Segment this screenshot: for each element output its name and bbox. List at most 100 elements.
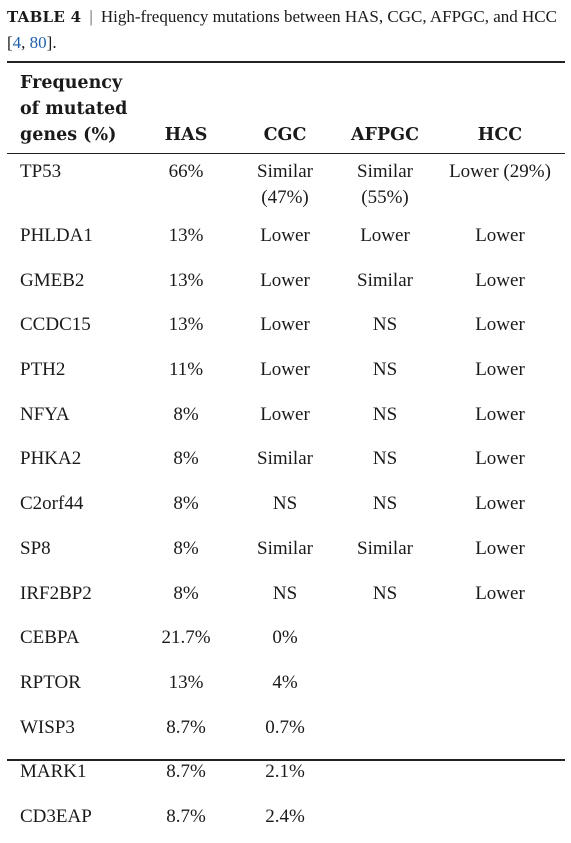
cell-cgc: 4% — [272, 671, 298, 693]
cell-has: 11% — [168, 359, 204, 381]
table-row: C2orf44 8% NS NS Lower — [7, 485, 565, 530]
cell-cgc: 2.4% — [265, 805, 305, 827]
cell-has: 8% — [173, 582, 199, 604]
cell-cgc: Lower — [260, 225, 310, 246]
cell-afpgc — [335, 753, 435, 798]
cell-afpgc: NS — [372, 359, 398, 381]
cell-hcc — [435, 753, 565, 798]
cell-has: 8.7% — [166, 761, 206, 783]
cell-hcc: Lower — [475, 403, 525, 425]
citation-link-80[interactable]: 80 — [29, 33, 47, 52]
cell-cgc: Lower — [260, 314, 310, 336]
table-row: WISP3 8.7% 0.7% — [7, 709, 565, 754]
cell-hcc: Lower — [475, 448, 525, 470]
cell-gene: CD3EAP — [20, 805, 92, 827]
column-header-cgc: CGC — [263, 125, 307, 145]
table-row: PHLDA1 13% Lower Lower Lower — [7, 217, 565, 262]
cell-cgc: Lower — [260, 359, 310, 381]
citation-link-4[interactable]: 4 — [12, 33, 22, 52]
cell-gene: MARK1 — [20, 761, 87, 783]
cell-hcc: Lower — [475, 225, 525, 246]
table-row: CEBPA 21.7% 0% — [7, 619, 565, 664]
cell-afpgc: Similar — [357, 537, 413, 559]
cell-hcc — [435, 709, 565, 754]
table-label: TABLE 4 — [7, 8, 82, 26]
cell-gene: SP8 — [20, 537, 51, 559]
table-header-row: Frequency of mutated genes (%) HAS CGC A… — [7, 64, 565, 153]
cell-gene: CCDC15 — [20, 314, 91, 336]
cell-afpgc: NS — [372, 314, 398, 336]
cell-cgc: Similar — [257, 537, 313, 559]
table-row: CD3EAP 8.7% 2.4% — [7, 798, 565, 843]
cell-hcc — [435, 619, 565, 664]
cell-has: 8% — [173, 448, 199, 470]
table-row: MARK1 8.7% 2.1% — [7, 753, 565, 798]
cell-has: 66% — [168, 161, 204, 182]
cell-afpgc: NS — [372, 493, 398, 515]
cell-hcc: Lower — [475, 269, 525, 291]
cell-gene: TP53 — [20, 161, 62, 182]
cell-afpgc — [335, 798, 435, 843]
table-row: CCDC15 13% Lower NS Lower — [7, 306, 565, 351]
cell-gene: PTH2 — [20, 359, 66, 381]
column-header-afpgc: AFPGC — [350, 125, 420, 145]
cell-afpgc: Lower — [360, 225, 410, 246]
cell-gene: IRF2BP2 — [20, 582, 92, 604]
cell-afpgc: Similar — [357, 269, 413, 291]
cell-afpgc — [335, 664, 435, 709]
cell-has: 8% — [173, 493, 199, 515]
cell-gene: PHLDA1 — [20, 225, 93, 246]
column-header-frequency-text: Frequency of mutated genes (%) — [20, 73, 128, 145]
cell-gene: WISP3 — [20, 716, 75, 738]
cell-gene: PHKA2 — [20, 448, 82, 470]
cell-cgc: Similar (47%) — [257, 161, 313, 208]
cell-gene: NFYA — [20, 403, 70, 425]
cell-has: 8% — [173, 403, 199, 425]
cell-cgc: Lower — [260, 403, 310, 425]
cell-afpgc: NS — [372, 448, 398, 470]
cell-has: 13% — [168, 314, 204, 336]
cell-gene: C2orf44 — [20, 493, 84, 515]
cell-cgc: 0% — [272, 627, 298, 649]
column-header-hcc: HCC — [477, 125, 523, 145]
cell-has: 8.7% — [166, 805, 206, 827]
cell-afpgc — [335, 709, 435, 754]
cell-afpgc — [335, 619, 435, 664]
cell-hcc — [435, 664, 565, 709]
cell-has: 13% — [168, 671, 204, 693]
cell-afpgc: NS — [372, 582, 398, 604]
cell-hcc: Lower — [475, 314, 525, 336]
table-top-rule — [7, 61, 565, 63]
table-row: NFYA 8% Lower NS Lower — [7, 396, 565, 441]
cell-hcc: Lower — [475, 493, 525, 515]
cell-hcc — [435, 798, 565, 843]
table-row: SP8 8% Similar Similar Lower — [7, 530, 565, 575]
table-bottom-rule — [7, 759, 565, 761]
cell-cgc: 2.1% — [265, 761, 305, 783]
table-row: TP53 66% Similar (47%) Similar (55%) Lower (… — [7, 153, 565, 217]
cell-has: 13% — [168, 269, 204, 291]
cell-has: 21.7% — [161, 627, 211, 649]
cell-afpgc: NS — [372, 403, 398, 425]
cell-cgc: NS — [272, 493, 298, 515]
caption-end: ]. — [46, 33, 57, 52]
cell-has: 8.7% — [166, 716, 206, 738]
table-header-rule — [7, 153, 565, 154]
cell-has: 8% — [173, 537, 199, 559]
table-row: GMEB2 13% Lower Similar Lower — [7, 262, 565, 307]
cell-afpgc: Similar (55%) — [357, 161, 413, 208]
cell-has: 13% — [168, 225, 204, 246]
cell-hcc: Lower — [475, 582, 525, 604]
table-row: PHKA2 8% Similar NS Lower — [7, 440, 565, 485]
cell-gene: RPTOR — [20, 671, 81, 693]
column-header-has: HAS — [164, 125, 208, 145]
table-row: RPTOR 13% 4% — [7, 664, 565, 709]
cell-cgc: 0.7% — [265, 716, 305, 738]
mutation-table: Frequency of mutated genes (%) HAS CGC A… — [7, 64, 565, 843]
caption-text: High-frequency mutations between HAS, CG… — [7, 7, 557, 52]
table-row: PTH2 11% Lower NS Lower — [7, 351, 565, 396]
cell-hcc: Lower (29%) — [449, 161, 551, 182]
cell-hcc: Lower — [475, 359, 525, 381]
cell-gene: GMEB2 — [20, 269, 85, 291]
cell-cgc: Similar — [257, 448, 313, 470]
